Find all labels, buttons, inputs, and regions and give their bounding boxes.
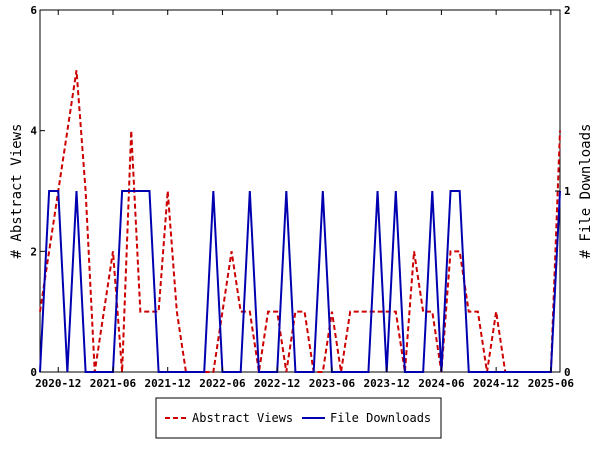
y-tick-label: 2 bbox=[30, 245, 37, 258]
series-line-file-downloads bbox=[39, 190, 561, 373]
left-series-layer bbox=[39, 70, 561, 373]
x-tick-label: 2024-12 bbox=[473, 377, 519, 390]
y2-tick-label: 1 bbox=[564, 185, 571, 198]
right-series-layer bbox=[39, 190, 561, 373]
legend: Abstract Views File Downloads bbox=[155, 397, 442, 439]
y-axis-right: 0 1 2 bbox=[555, 4, 571, 379]
legend-label-abstract-views: Abstract Views bbox=[192, 411, 293, 425]
x-tick-label: 2020-12 bbox=[35, 377, 81, 390]
x-tick-label: 2023-12 bbox=[363, 377, 409, 390]
y2-tick-label: 2 bbox=[564, 4, 571, 17]
x-tick-label: 2022-12 bbox=[254, 377, 300, 390]
y-tick-label: 4 bbox=[30, 125, 37, 138]
series-line-abstract-views bbox=[39, 70, 561, 373]
x-axis: 2020-12 2021-06 2021-12 2022-06 2022-12 2023-… bbox=[35, 10, 574, 390]
y2-axis-title: # File Downloads bbox=[578, 124, 594, 259]
legend-label-file-downloads: File Downloads bbox=[330, 411, 431, 425]
y-axis-title: # Abstract Views bbox=[9, 124, 25, 259]
x-tick-label: 2025-06 bbox=[528, 377, 575, 390]
x-tick-label: 2021-06 bbox=[90, 377, 137, 390]
y-axis-left: 0 2 4 6 bbox=[30, 4, 45, 379]
x-tick-label: 2021-12 bbox=[145, 377, 191, 390]
y-tick-label: 6 bbox=[30, 4, 37, 17]
x-tick-label: 2022-06 bbox=[199, 377, 246, 390]
y-tick-label: 0 bbox=[30, 366, 37, 379]
x-tick-label: 2023-06 bbox=[309, 377, 356, 390]
plot-area bbox=[39, 9, 561, 373]
y2-tick-label: 0 bbox=[564, 366, 571, 379]
x-tick-label: 2024-06 bbox=[418, 377, 465, 390]
legend-box bbox=[155, 397, 442, 439]
